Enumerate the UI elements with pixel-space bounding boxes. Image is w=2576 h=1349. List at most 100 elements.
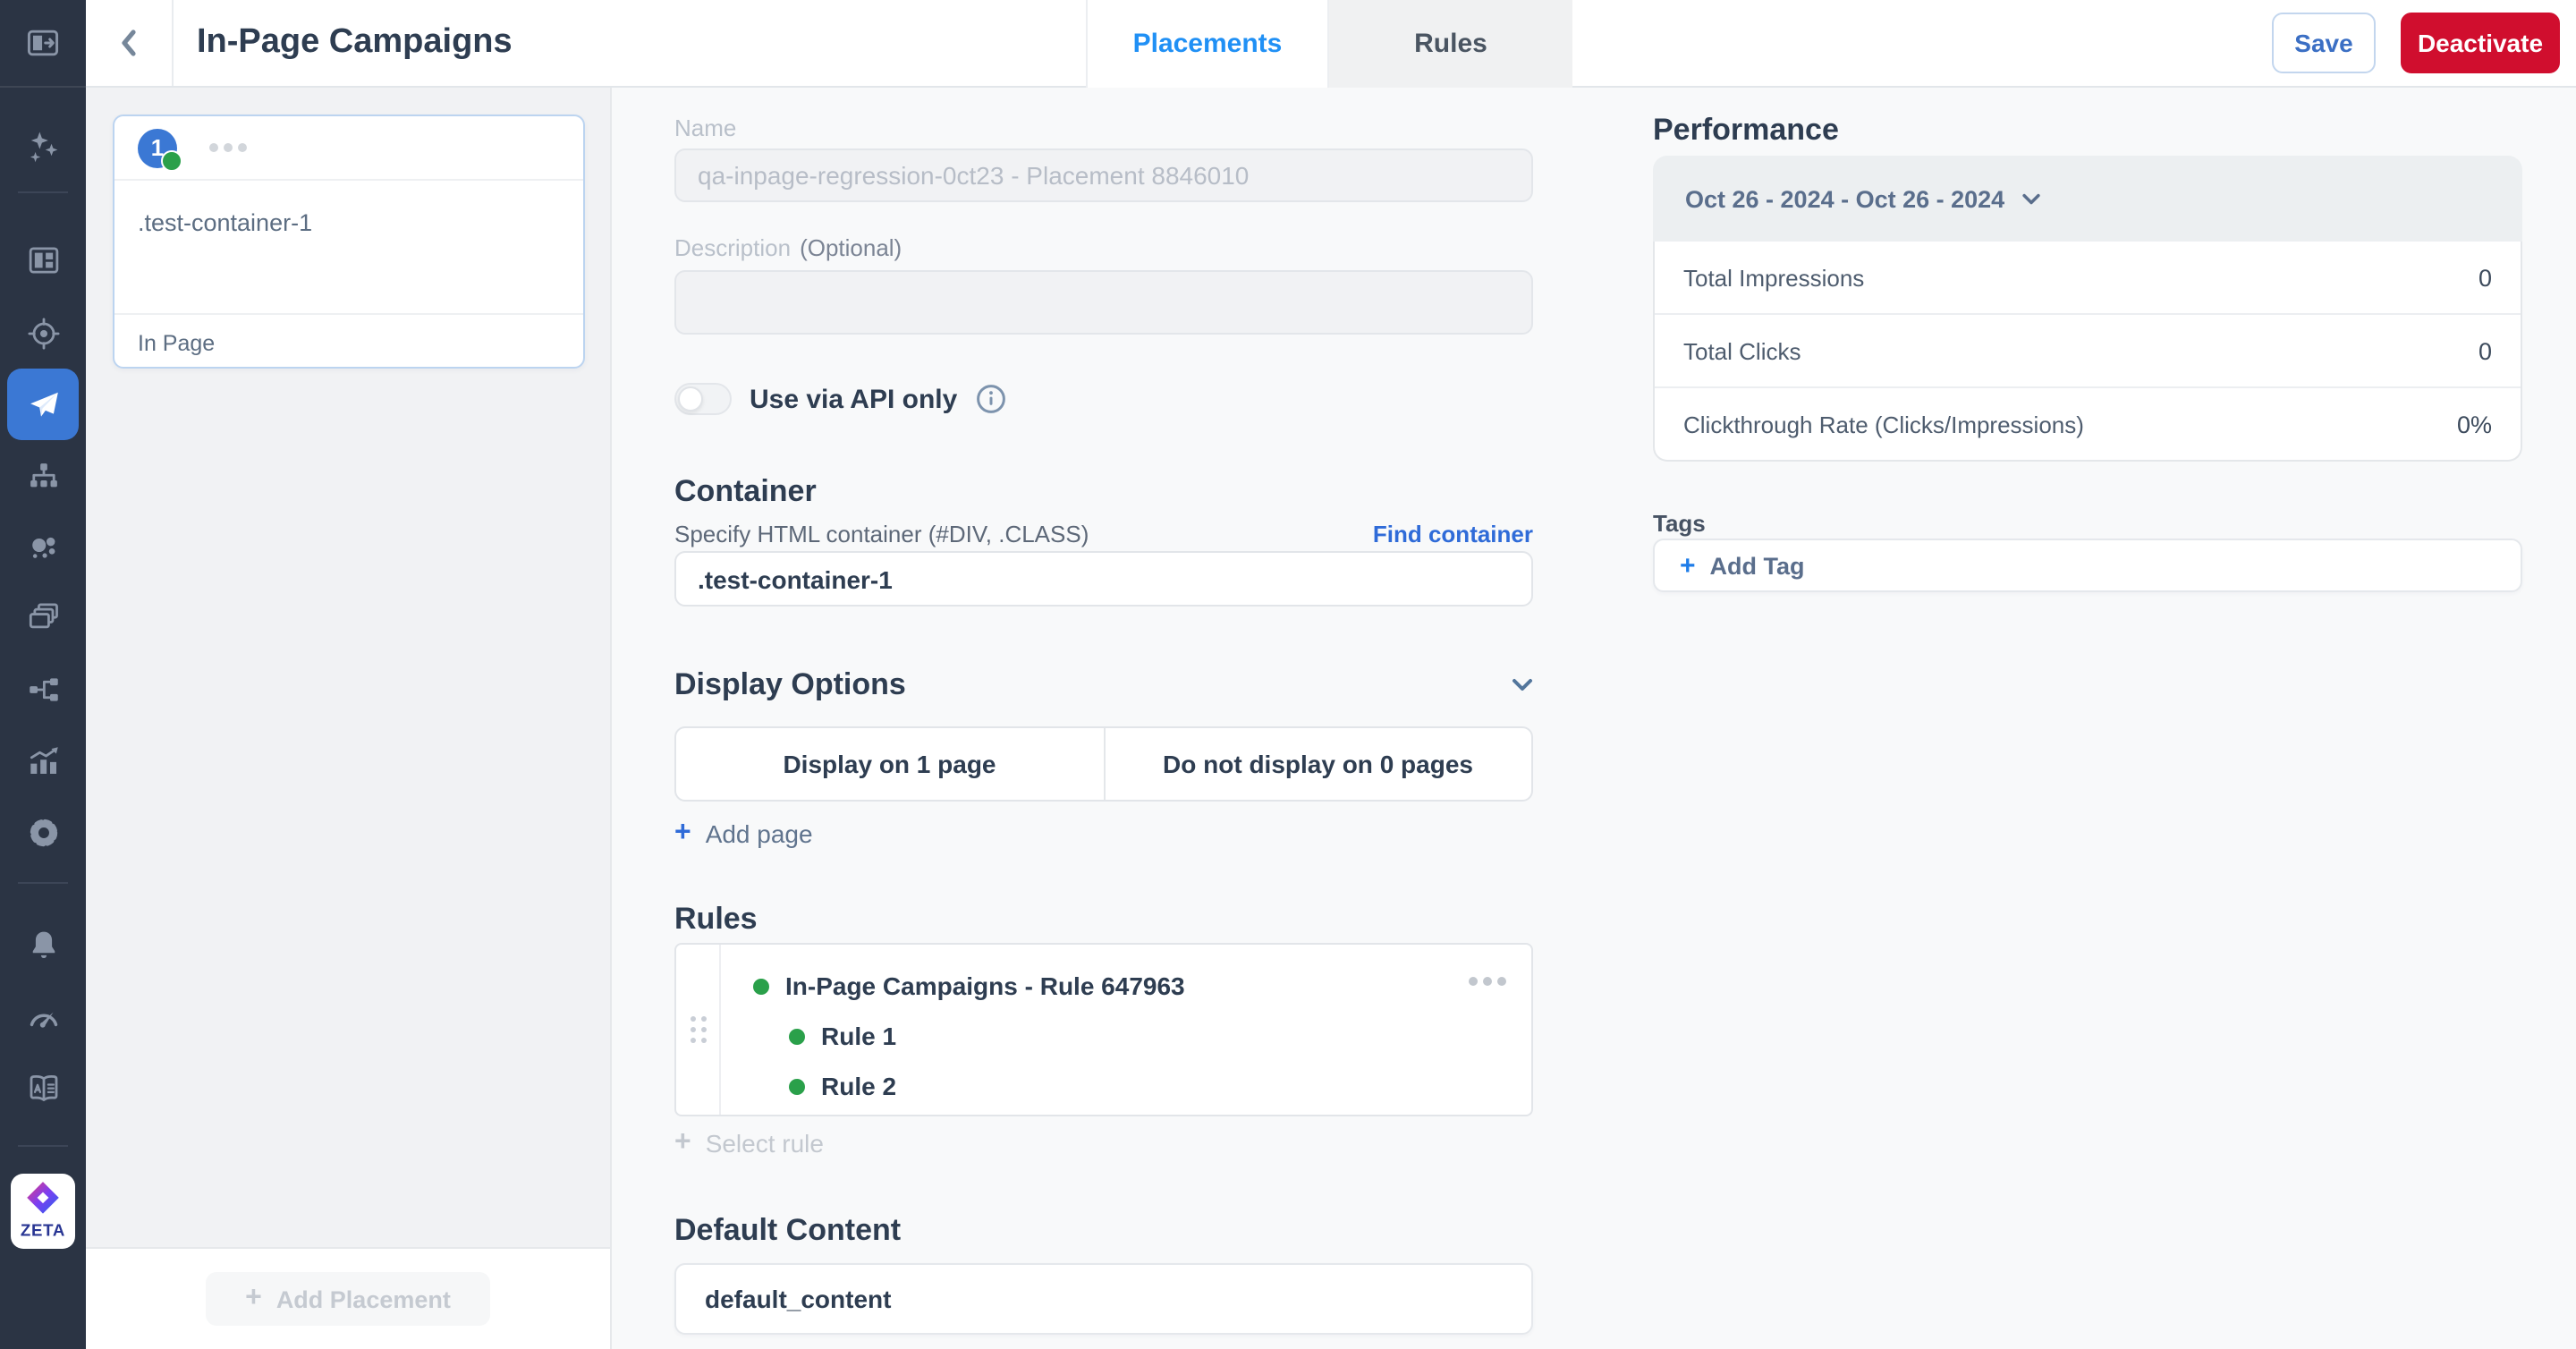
audience-bubbles-icon <box>31 536 55 557</box>
journey-split-icon <box>29 677 57 700</box>
container-spec-row: Specify HTML container (#DIV, .CLASS) Fi… <box>674 519 1533 547</box>
stat-row-ctr: Clickthrough Rate (Clicks/Impressions) 0… <box>1655 386 2521 460</box>
sidebar-item-notifications[interactable] <box>7 909 79 980</box>
container-selector-input[interactable] <box>674 551 1533 607</box>
date-range-label: Oct 26 - 2024 - Oct 26 - 2024 <box>1685 185 2005 212</box>
date-range-selector[interactable]: Oct 26 - 2024 - Oct 26 - 2024 <box>1653 156 2522 242</box>
sidebar-item-content-cards[interactable] <box>7 580 79 651</box>
collapse-panel-icon <box>27 30 59 56</box>
rule-status-dot <box>753 978 769 994</box>
topbar: In-Page Campaigns Placements Rules Save … <box>86 0 2576 88</box>
tab-rules[interactable]: Rules <box>1329 0 1572 88</box>
stat-label: Total Impressions <box>1683 264 1865 291</box>
rule-menu-button[interactable] <box>1469 977 1506 986</box>
display-options-heading: Display Options <box>674 667 906 701</box>
add-placement-button[interactable]: + Add Placement <box>206 1272 490 1326</box>
sidebar-divider <box>18 1145 68 1147</box>
description-label: Description (Optional) <box>674 234 902 261</box>
rule-status-dot <box>789 1028 805 1044</box>
paper-plane-icon <box>30 391 57 416</box>
rule-title: In-Page Campaigns - Rule 647963 <box>785 971 1185 1000</box>
plus-icon: + <box>674 1127 691 1158</box>
add-tag-button[interactable]: + Add Tag <box>1653 539 2522 592</box>
add-tag-label: Add Tag <box>1709 552 1805 579</box>
main-content: Name Description(Optional) Use via API o… <box>610 86 2576 1349</box>
placement-menu-button[interactable] <box>209 143 247 152</box>
sidebar-item-journeys[interactable] <box>7 653 79 725</box>
rule-main-row[interactable]: In-Page Campaigns - Rule 647963 <box>753 968 1506 1004</box>
placement-index-badge: 1 <box>138 128 182 171</box>
target-icon <box>27 317 59 349</box>
deactivate-button[interactable]: Deactivate <box>2401 13 2560 73</box>
api-toggle-row: Use via API only <box>674 379 1533 419</box>
dashboard-layout-icon <box>28 246 58 273</box>
stat-label: Total Clicks <box>1683 337 1801 364</box>
name-label: Name <box>674 115 737 141</box>
description-input[interactable] <box>674 270 1533 335</box>
display-pages-segmented: Display on 1 page Do not display on 0 pa… <box>674 726 1533 802</box>
stacked-cards-icon <box>28 602 57 628</box>
stat-value: 0 <box>2478 264 2492 291</box>
sidebar-item-docs[interactable] <box>7 1052 79 1124</box>
save-button[interactable]: Save <box>2272 13 2376 73</box>
stat-label: Clickthrough Rate (Clicks/Impressions) <box>1683 411 2084 437</box>
do-not-display-segment[interactable]: Do not display on 0 pages <box>1103 728 1531 800</box>
api-toggle-label: Use via API only <box>750 384 958 414</box>
stat-value: 0 <box>2478 337 2492 364</box>
optional-hint: (Optional) <box>800 234 902 261</box>
bell-icon <box>31 930 55 957</box>
zeta-logo[interactable]: ZETA <box>11 1174 75 1249</box>
default-content-card[interactable]: default_content <box>674 1263 1533 1335</box>
analytics-chart-icon <box>29 746 57 773</box>
info-icon[interactable] <box>975 383 1007 415</box>
back-button[interactable] <box>86 0 174 86</box>
plus-icon: + <box>674 818 691 848</box>
rules-body: In-Page Campaigns - Rule 647963 Rule 1 R… <box>721 945 1531 1115</box>
sub-rule-row[interactable]: Rule 1 <box>789 1018 1506 1054</box>
placements-panel-footer: + Add Placement <box>86 1247 610 1349</box>
placement-index: 1 <box>150 134 165 161</box>
drag-dots-icon <box>690 1016 706 1043</box>
collapse-sidebar-button[interactable] <box>0 0 86 88</box>
topbar-actions: Save Deactivate <box>2272 13 2560 73</box>
settings-gear-icon <box>29 818 57 846</box>
add-page-button[interactable]: + Add page <box>674 818 1533 850</box>
sidebar-item-hierarchy[interactable] <box>7 440 79 512</box>
active-status-dot <box>161 149 182 171</box>
sidebar-item-audiences[interactable] <box>7 512 79 583</box>
sidebar-divider <box>18 191 68 193</box>
name-input[interactable] <box>674 148 1533 202</box>
default-content-value: default_content <box>705 1285 892 1313</box>
tab-placements[interactable]: Placements <box>1086 0 1329 88</box>
sidebar-item-targeting[interactable] <box>7 297 79 369</box>
rule-status-dot <box>789 1078 805 1094</box>
container-heading: Container <box>674 474 817 508</box>
sidebar-item-campaigns-active[interactable] <box>7 369 79 440</box>
sidebar-item-dashboard[interactable] <box>7 224 79 295</box>
sidebar-item-performance-gauge[interactable] <box>7 980 79 1052</box>
chevron-down-icon <box>2021 192 2039 204</box>
display-on-pages-segment[interactable]: Display on 1 page <box>783 750 996 778</box>
sidebar-item-ai-sparkles[interactable] <box>7 111 79 182</box>
api-only-toggle[interactable] <box>674 383 732 415</box>
sidebar-item-settings[interactable] <box>7 796 79 868</box>
placement-type: In Page <box>114 313 583 370</box>
plus-icon: + <box>1680 550 1696 581</box>
placements-panel: 1 .test-container-1 In Page + Add Placem… <box>86 86 612 1349</box>
placement-card-body: .test-container-1 <box>114 181 583 313</box>
chevron-left-icon <box>122 30 136 56</box>
select-rule-label: Select rule <box>705 1129 824 1158</box>
select-rule-button[interactable]: + Select rule <box>674 1127 1533 1159</box>
display-options-header: Display Options <box>674 666 1533 703</box>
sidebar-item-analytics[interactable] <box>7 725 79 796</box>
rule-drag-handle[interactable] <box>676 945 721 1115</box>
container-spec-label: Specify HTML container (#DIV, .CLASS) <box>674 521 1089 547</box>
stat-row-impressions: Total Impressions 0 <box>1655 242 2521 313</box>
chevron-down-icon[interactable] <box>1512 677 1533 691</box>
speed-gauge-icon <box>29 1011 57 1027</box>
tab-bar: Placements Rules <box>1086 0 1572 88</box>
tags-heading: Tags <box>1653 510 1706 537</box>
find-container-link[interactable]: Find container <box>1372 521 1533 547</box>
placement-card[interactable]: 1 .test-container-1 In Page <box>113 115 585 369</box>
sub-rule-row[interactable]: Rule 2 <box>789 1068 1506 1104</box>
